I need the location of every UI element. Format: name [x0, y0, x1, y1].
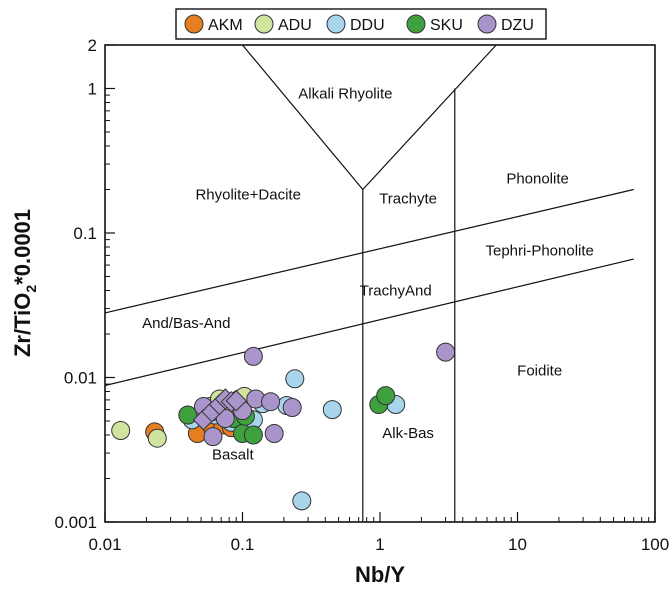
y-axis-title-subscript: 2 — [23, 285, 39, 293]
field-label: Foidite — [517, 363, 562, 380]
point-sku — [178, 405, 198, 425]
y-tick-label: 1 — [88, 79, 97, 98]
y-tick-label: 0.001 — [54, 513, 97, 532]
legend-marker-dzu — [477, 14, 497, 34]
point-dzu — [436, 342, 456, 362]
legend-label-adu: ADU — [278, 17, 312, 34]
x-axis-ticks: 0.01 0.1 1 10 100 — [88, 512, 669, 554]
boundary-upper-diagonal — [104, 188, 634, 314]
point-dzu-diamond — [225, 390, 247, 412]
x-tick-label: 0.1 — [231, 535, 255, 554]
legend-label-dzu: DZU — [501, 17, 534, 34]
field-label: Alk-Bas — [382, 425, 434, 442]
point-ddu — [292, 491, 312, 511]
point-dzu — [243, 346, 263, 366]
field-label: Rhyolite+Dacite — [195, 187, 300, 204]
point-ddu — [285, 369, 305, 389]
legend-label-ddu: DDU — [350, 17, 385, 34]
point-adu — [147, 428, 167, 448]
legend-marker-akm — [184, 14, 204, 34]
point-adu — [111, 421, 131, 440]
y-axis-title-main: Zr/TiO — [10, 293, 35, 357]
point-dzu — [264, 424, 284, 443]
point-dzu — [282, 398, 302, 417]
field-label: TrachyAnd — [360, 282, 432, 299]
x-tick-label: 100 — [641, 535, 669, 554]
y-tick-label: 0.1 — [73, 224, 97, 243]
boundaries — [104, 44, 634, 522]
legend: AKM ADU DDU SKU DZU — [175, 8, 547, 40]
y-axis-title: Zr/TiO2*0.0001 — [10, 209, 39, 357]
boundary-alkali-rhyolite-left — [242, 44, 364, 190]
field-label: Trachyte — [379, 191, 437, 208]
point-ddu — [322, 400, 342, 420]
x-tick-label: 0.01 — [88, 535, 121, 554]
y-tick-label: 0.01 — [64, 368, 97, 387]
y-axis-title-suffix: *0.0001 — [10, 209, 35, 285]
field-label: Basalt — [212, 447, 255, 464]
point-sku — [243, 425, 263, 445]
legend-label-sku: SKU — [430, 17, 463, 34]
x-tick-label: 1 — [375, 535, 384, 554]
data-points — [111, 342, 456, 511]
legend-label-akm: AKM — [208, 17, 243, 34]
field-label: Phonolite — [506, 171, 569, 188]
x-axis-title: Nb/Y — [355, 562, 405, 587]
field-label: Tephri-Phonolite — [485, 242, 593, 259]
field-labels: Alkali Rhyolite Phonolite Rhyolite+Dacite T… — [142, 86, 594, 464]
y-axis-ticks: 0.001 0.01 0.1 1 2 — [54, 36, 115, 532]
legend-marker-sku — [406, 14, 426, 34]
point-sku — [376, 386, 396, 406]
point-dzu — [203, 427, 223, 447]
field-label: And/Bas-And — [142, 315, 230, 332]
legend-marker-adu — [254, 14, 274, 34]
boundary-lower-diagonal — [104, 258, 634, 387]
field-label: Alkali Rhyolite — [298, 86, 392, 103]
x-tick-label: 10 — [508, 535, 527, 554]
y-tick-label: 2 — [88, 36, 97, 55]
point-dzu — [261, 392, 281, 412]
legend-marker-ddu — [326, 14, 346, 34]
boundary-alkali-rhyolite-right — [362, 44, 497, 190]
